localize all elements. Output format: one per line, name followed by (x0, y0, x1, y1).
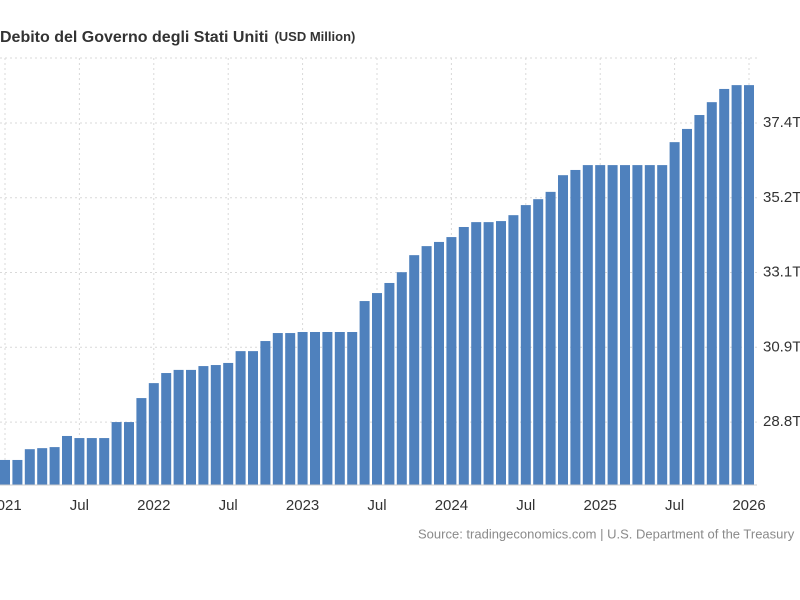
x-tick-label: Jul (516, 497, 535, 514)
bar (235, 351, 246, 485)
subtitle: (USD Million) (274, 29, 355, 44)
bar (657, 165, 668, 485)
bar (384, 282, 395, 485)
bar (260, 341, 271, 485)
x-tick-label: Jul (367, 497, 386, 514)
bar (0, 459, 10, 485)
x-tick-label: 2026 (732, 497, 765, 514)
x-tick-label: 2025 (584, 497, 617, 514)
bar (124, 422, 134, 485)
bar (706, 102, 717, 485)
x-tick-label: Jul (665, 497, 684, 514)
bar (396, 272, 407, 485)
bar (471, 222, 482, 485)
bar (744, 85, 754, 486)
bar (496, 221, 506, 485)
title: Debito del Governo degli Stati Uniti (0, 29, 268, 46)
bar (49, 447, 60, 485)
bar (272, 333, 283, 485)
bar (359, 301, 370, 485)
bar (669, 142, 680, 486)
bar (12, 459, 23, 485)
bar (520, 205, 531, 485)
bar (186, 369, 196, 485)
bar (694, 115, 705, 485)
bar (161, 373, 172, 485)
y-tick-label: 28.8T (763, 413, 800, 430)
bar (86, 438, 97, 485)
bar (347, 332, 358, 485)
bar (148, 383, 159, 485)
bar (99, 438, 110, 485)
source: Source: tradingeconomics.com | U.S. Depa… (418, 526, 795, 541)
bar (37, 448, 48, 485)
x-tick-label: Jul (70, 497, 89, 514)
y-tick-label: 37.4T (763, 114, 800, 131)
bar (297, 332, 308, 485)
bar (334, 332, 345, 485)
y-tick-label: 30.9T (763, 338, 800, 355)
bar (24, 449, 35, 485)
chart-title: Debito del Governo degli Stati Uniti (USD… (0, 29, 355, 46)
bar (210, 365, 221, 485)
bar (483, 222, 494, 485)
x-tick-label: 2021 (0, 497, 22, 514)
bar (111, 422, 122, 485)
bar (421, 246, 432, 485)
bar (644, 165, 655, 485)
y-tick-label: 33.1T (763, 264, 800, 281)
x-tick-label: 2023 (286, 497, 319, 514)
bar (731, 85, 742, 486)
bar (136, 398, 147, 485)
bar (595, 165, 606, 485)
bar (458, 226, 469, 485)
bar (62, 435, 72, 485)
bar (372, 293, 382, 485)
bar (446, 237, 457, 485)
x-tick-label: 2024 (435, 497, 468, 514)
bar (533, 199, 544, 486)
bar (620, 165, 630, 485)
bar (682, 128, 692, 485)
bar (582, 165, 593, 485)
x-tick-label: Jul (219, 497, 238, 514)
bar (570, 169, 581, 485)
bar (322, 332, 333, 485)
bar (248, 351, 258, 485)
bar (607, 165, 618, 485)
bar (508, 215, 519, 486)
bar (285, 333, 296, 485)
bar (558, 175, 568, 486)
bar (632, 165, 643, 485)
bar (198, 366, 209, 485)
bar (74, 438, 85, 485)
y-tick-label: 35.2T (763, 189, 800, 206)
bar (310, 332, 320, 485)
bar (719, 88, 730, 485)
bar (434, 241, 444, 485)
bar (223, 362, 234, 485)
bar (409, 255, 420, 485)
bar (173, 369, 184, 485)
bar (545, 191, 556, 486)
x-tick-label: 2022 (137, 497, 170, 514)
